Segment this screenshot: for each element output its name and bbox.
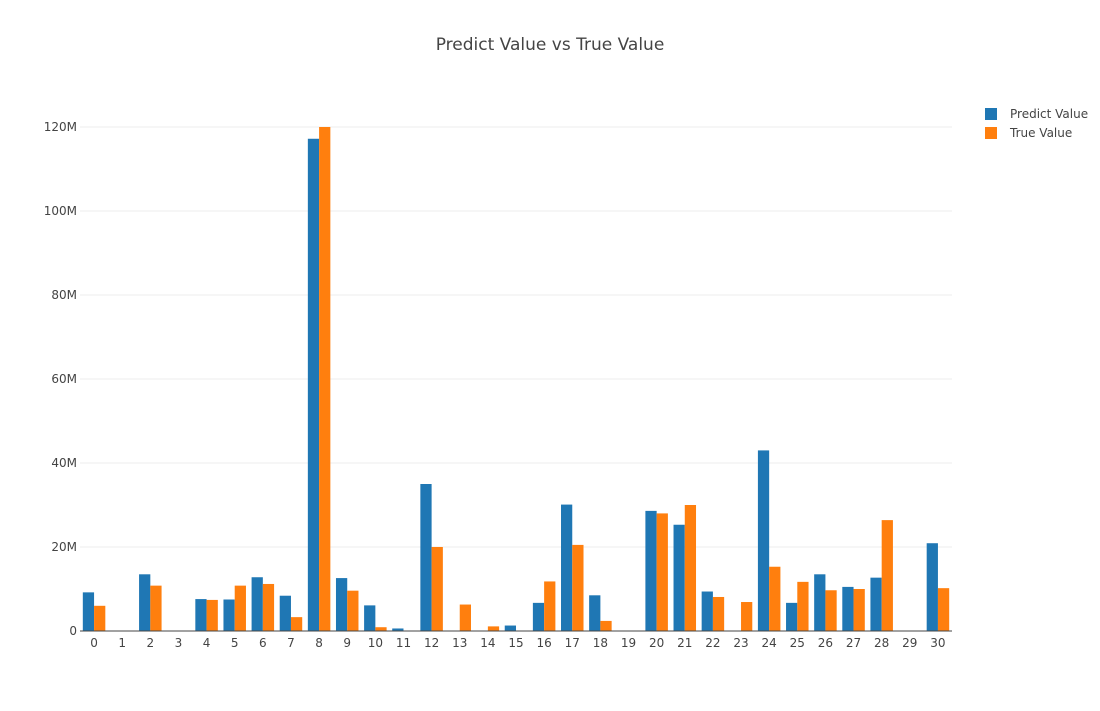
bar-predict-5[interactable] bbox=[223, 599, 235, 632]
x-tick-label: 21 bbox=[677, 636, 692, 650]
bar-true-13[interactable] bbox=[459, 604, 471, 631]
bar-true-4[interactable] bbox=[206, 599, 218, 631]
bar-true-17[interactable] bbox=[572, 544, 584, 631]
legend[interactable]: Predict Value True Value bbox=[985, 107, 1088, 140]
x-tick-label: 0 bbox=[90, 636, 98, 650]
bar-predict-22[interactable] bbox=[701, 591, 713, 631]
x-tick-label: 11 bbox=[396, 636, 411, 650]
bar-predict-0[interactable] bbox=[82, 592, 95, 631]
bar-predict-10[interactable] bbox=[364, 605, 376, 631]
x-tick-label: 16 bbox=[536, 636, 551, 650]
y-tick-label: 40M bbox=[51, 456, 77, 470]
x-tick-label: 8 bbox=[315, 636, 323, 650]
legend-swatch[interactable] bbox=[985, 127, 997, 139]
x-tick-label: 22 bbox=[705, 636, 720, 650]
x-tick-label: 2 bbox=[147, 636, 155, 650]
x-tick-label: 15 bbox=[508, 636, 523, 650]
y-tick-label: 80M bbox=[51, 288, 77, 302]
bar-true-30[interactable] bbox=[937, 588, 950, 631]
bar-true-27[interactable] bbox=[853, 589, 865, 631]
bar-predict-27[interactable] bbox=[842, 586, 854, 631]
x-tick-label: 29 bbox=[902, 636, 917, 650]
bar-true-26[interactable] bbox=[825, 590, 837, 631]
x-tick-label: 10 bbox=[368, 636, 383, 650]
bar-predict-8[interactable] bbox=[307, 138, 320, 631]
bar-predict-15[interactable] bbox=[504, 625, 516, 631]
bar-true-5[interactable] bbox=[234, 585, 246, 631]
bar-true-24[interactable] bbox=[769, 566, 781, 631]
x-tick-label: 13 bbox=[452, 636, 467, 650]
y-tick-label: 60M bbox=[51, 372, 77, 386]
bar-predict-18[interactable] bbox=[589, 595, 601, 631]
x-tick-label: 20 bbox=[649, 636, 664, 650]
bar-true-18[interactable] bbox=[600, 620, 612, 631]
x-tick-label: 1 bbox=[118, 636, 126, 650]
bar-predict-30[interactable] bbox=[926, 543, 938, 631]
bar-predict-11[interactable] bbox=[392, 628, 404, 631]
x-tick-label: 23 bbox=[733, 636, 748, 650]
x-tick-label: 28 bbox=[874, 636, 889, 650]
x-tick-label: 26 bbox=[818, 636, 833, 650]
y-tick-label: 100M bbox=[44, 204, 77, 218]
x-tick-label: 14 bbox=[480, 636, 495, 650]
bar-predict-16[interactable] bbox=[532, 602, 545, 631]
x-tick-label: 24 bbox=[762, 636, 777, 650]
x-tick-label: 6 bbox=[259, 636, 267, 650]
y-tick-label: 20M bbox=[51, 540, 77, 554]
bar-true-9[interactable] bbox=[347, 590, 359, 631]
bar-true-6[interactable] bbox=[262, 583, 275, 631]
bar-predict-24[interactable] bbox=[757, 450, 770, 631]
bar-true-14[interactable] bbox=[487, 626, 500, 631]
y-tick-label: 0 bbox=[69, 624, 77, 638]
bar-true-22[interactable] bbox=[712, 596, 725, 631]
bar-predict-6[interactable] bbox=[251, 577, 263, 631]
bar-true-7[interactable] bbox=[290, 617, 303, 631]
bar-predict-7[interactable] bbox=[279, 595, 291, 631]
x-tick-label: 5 bbox=[231, 636, 239, 650]
bar-true-28[interactable] bbox=[881, 520, 893, 631]
y-tick-label: 120M bbox=[44, 120, 77, 134]
x-tick-label: 27 bbox=[846, 636, 861, 650]
chart-title: Predict Value vs True Value bbox=[436, 35, 665, 55]
bar-predict-4[interactable] bbox=[195, 599, 207, 631]
bar-predict-17[interactable] bbox=[561, 504, 573, 631]
bar-true-20[interactable] bbox=[656, 513, 668, 631]
bar-predict-9[interactable] bbox=[335, 578, 348, 631]
x-tick-label: 17 bbox=[565, 636, 580, 650]
bar-true-16[interactable] bbox=[544, 581, 556, 631]
bar-true-10[interactable] bbox=[375, 627, 387, 631]
bar-predict-20[interactable] bbox=[645, 510, 657, 631]
x-tick-label: 30 bbox=[930, 636, 945, 650]
x-tick-label: 3 bbox=[175, 636, 183, 650]
bar-true-23[interactable] bbox=[741, 602, 753, 631]
bar-predict-25[interactable] bbox=[786, 602, 798, 631]
grid-layer bbox=[80, 126, 952, 548]
x-tick-label: 7 bbox=[287, 636, 295, 650]
bar-predict-12[interactable] bbox=[420, 484, 432, 631]
legend-swatch[interactable] bbox=[985, 108, 997, 120]
bar-true-21[interactable] bbox=[684, 505, 697, 631]
legend-item-label[interactable]: Predict Value bbox=[1010, 107, 1088, 121]
x-tick-label: 19 bbox=[621, 636, 636, 650]
x-tick-label: 25 bbox=[790, 636, 805, 650]
bar-true-0[interactable] bbox=[94, 605, 106, 631]
bar-true-12[interactable] bbox=[431, 547, 443, 631]
bar-predict-26[interactable] bbox=[814, 574, 826, 631]
bar-true-25[interactable] bbox=[797, 581, 809, 631]
bar-true-2[interactable] bbox=[150, 585, 162, 631]
bar-predict-21[interactable] bbox=[673, 524, 685, 631]
legend-item-label[interactable]: True Value bbox=[1009, 126, 1072, 140]
bar-true-8[interactable] bbox=[319, 127, 331, 631]
bars-layer bbox=[82, 127, 950, 632]
x-tick-label: 12 bbox=[424, 636, 439, 650]
x-tick-label: 9 bbox=[343, 636, 351, 650]
bar-predict-28[interactable] bbox=[870, 577, 882, 631]
bar-predict-2[interactable] bbox=[139, 574, 151, 631]
x-tick-label: 4 bbox=[203, 636, 211, 650]
x-tick-label: 18 bbox=[593, 636, 608, 650]
